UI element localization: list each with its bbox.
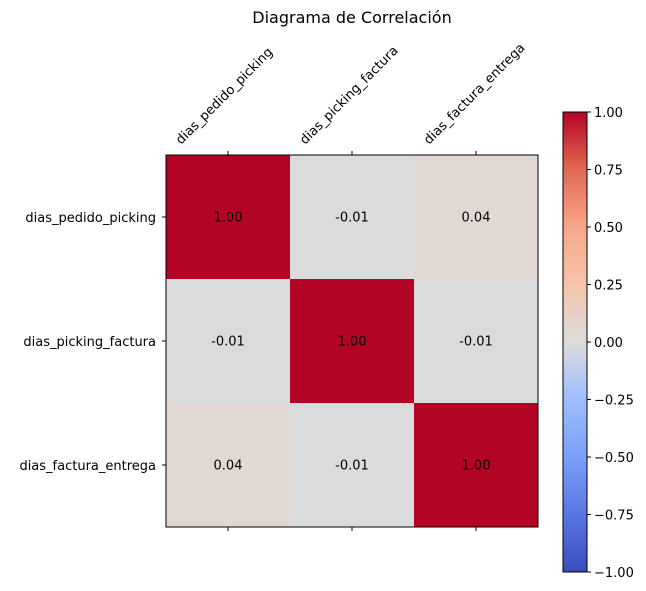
heatmap-frame [165,154,539,528]
heatmap-cell [290,279,415,404]
colorbar-tick-label: 1.00 [594,106,623,121]
heatmap-cell [414,279,539,404]
heatmap-cell [290,155,415,280]
y-tick-label: dias_picking_factura [23,335,156,350]
heatmap-cell [290,403,415,528]
cell-value-label: 1.00 [338,335,367,350]
colorbar-tick-label: −0.75 [594,509,634,524]
cell-value-label: -0.01 [211,335,245,350]
heatmap-cell [414,403,539,528]
heatmap-cell [414,155,539,280]
colorbar-tick-label: −1.00 [594,566,634,581]
chart-title: Diagrama de Correlación [252,8,451,27]
colorbar [562,111,588,573]
cell-value-label: -0.01 [459,335,493,350]
colorbar-tick-label: −0.50 [594,451,634,466]
heatmap-cell [166,403,291,528]
colorbar-tick-label: 0.50 [594,221,623,236]
heatmap-cells [166,155,539,528]
heatmap-cell-labels: 1.00 -0.01 0.04 -0.01 1.00 -0.01 0.04 -0.01 1.00 [211,211,493,474]
cell-value-label: 0.04 [214,459,243,474]
colorbar-tick-label: −0.25 [594,394,634,409]
cell-value-label: 1.00 [462,459,491,474]
colorbar-tick-label: 0.25 [594,279,623,294]
colorbar-tick-label: 0.00 [594,336,623,351]
x-tick-label: dias_picking_factura [297,43,401,147]
x-tick-label: dias_factura_entrega [421,41,528,148]
cell-value-label: 0.04 [462,211,491,226]
colorbar-tick-label: 0.75 [594,164,623,179]
y-tick-label: dias_factura_entrega [19,459,156,474]
cell-value-label: -0.01 [335,211,369,226]
cell-value-label: -0.01 [335,459,369,474]
x-tick-label: dias_pedido_picking [173,45,276,148]
cell-value-label: 1.00 [214,211,243,226]
colorbar-ticks: 1.00 0.75 0.50 0.25 0.00 −0.25 −0.50 −0.75 −1.00 [587,106,634,581]
heatmap-cell [166,155,291,280]
y-axis-ticks: dias_pedido_picking dias_picking_facturad… [19,211,166,474]
heatmap-cell [166,279,291,404]
y-tick-label: dias_pedido_picking [25,211,156,226]
